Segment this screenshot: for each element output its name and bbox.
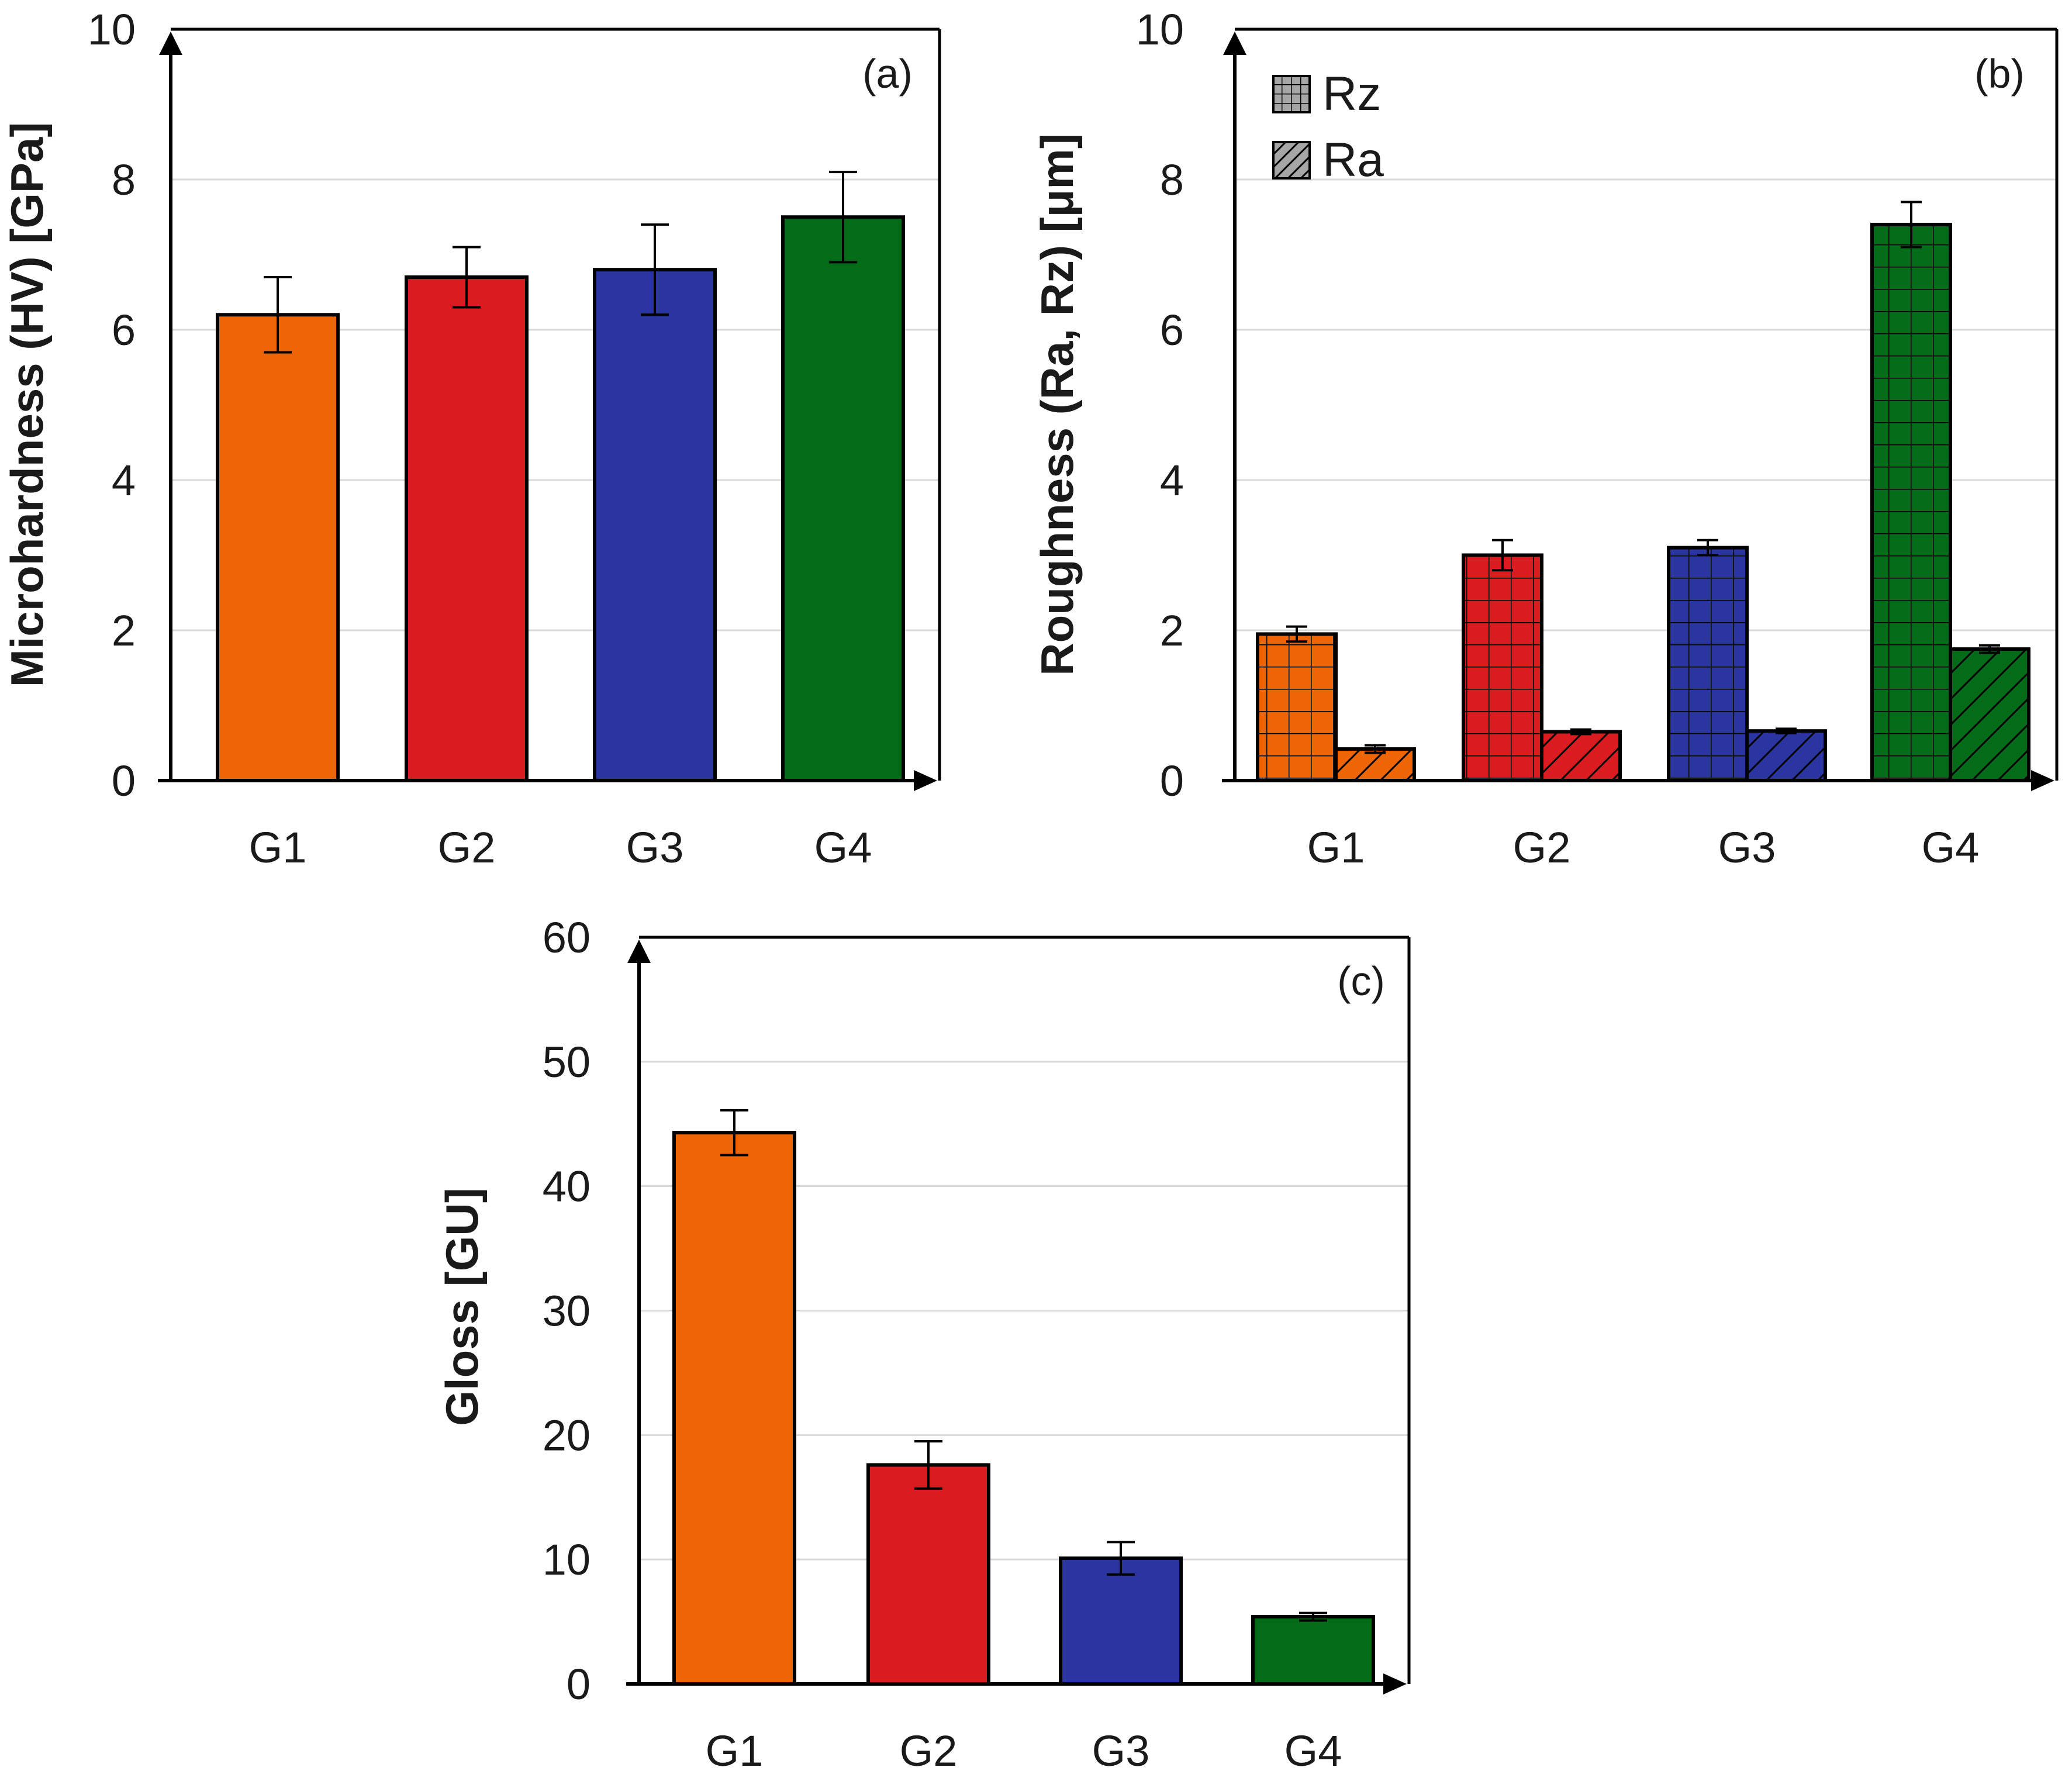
bar-a-g2	[405, 275, 529, 782]
error-bar	[914, 1440, 942, 1490]
error-bar	[264, 276, 292, 354]
error-bar	[1697, 539, 1718, 557]
bar-b-ra-g3	[1745, 729, 1827, 782]
bar-b-rz-g3	[1667, 546, 1749, 783]
x-tick-label: G2	[438, 823, 496, 872]
y-tick-label: 40	[543, 1162, 590, 1211]
y-tick-label: 2	[1160, 606, 1184, 655]
x-tick-label: G1	[1307, 823, 1365, 872]
bar-a-g1	[216, 313, 340, 782]
y-tick-label: 60	[543, 913, 590, 962]
y-tick-label: 6	[1160, 306, 1184, 354]
y-tick-label: 4	[112, 456, 136, 505]
panel-label: (c)	[1337, 958, 1385, 1004]
x-tick-label: G1	[706, 1727, 764, 1775]
legend-swatch-ra	[1272, 141, 1311, 180]
x-tick-label: G2	[900, 1727, 958, 1775]
y-tick-label: 10	[88, 5, 136, 54]
y-axis-arrow	[159, 32, 182, 55]
y-tick-label: 0	[567, 1660, 590, 1708]
bar-b-ra-g1	[1334, 747, 1416, 783]
y-tick-label: 50	[543, 1038, 590, 1086]
error-bar	[829, 171, 857, 264]
bar-b-rz-g2	[1462, 553, 1543, 782]
error-bar	[1299, 1611, 1327, 1622]
x-tick-label: G4	[1922, 823, 1980, 872]
x-tick-label: G2	[1513, 823, 1571, 872]
bar-b-rz-g4	[1870, 223, 1952, 783]
y-tick-label: 2	[112, 606, 136, 655]
y-tick-label: 10	[543, 1535, 590, 1584]
bar-b-ra-g4	[1949, 647, 2030, 782]
y-tick-label: 8	[112, 156, 136, 204]
panel-label: (b)	[1974, 51, 2025, 96]
y-tick-label: 10	[1136, 5, 1184, 54]
error-bar	[1286, 625, 1307, 643]
legend-label-ra: Ra	[1322, 133, 1384, 187]
y-tick-label: 6	[112, 306, 136, 354]
x-tick-label: G3	[1092, 1727, 1150, 1775]
y-axis-label: Roughness (Ra, Rz) [μm]	[1031, 133, 1083, 675]
x-tick-label: G4	[814, 823, 872, 872]
error-bar	[1901, 201, 1922, 248]
bar-b-rz-g1	[1256, 632, 1338, 783]
legend-swatch-rz	[1272, 75, 1311, 113]
error-bar	[1107, 1541, 1135, 1576]
panel-label: (a)	[862, 51, 913, 96]
error-bar	[1492, 539, 1513, 572]
bar-c-g1	[672, 1131, 796, 1686]
chart-roughness: 0 2 4 6 8 10 G1 G2 G3 G4 Roughness (Ra, Rz) [μm] (b…	[1031, 5, 2059, 872]
bar-a-g3	[593, 268, 717, 782]
bar-c-g2	[866, 1463, 990, 1686]
y-tick-label: 30	[543, 1287, 590, 1335]
y-axis-label: Microhardness (HV) [GPa]	[1, 122, 53, 688]
chart-microhardness: 0 2 4 6 8 10 G1 G2 G3 G4 Microhardness (HV) [GPa] (…	[1, 5, 941, 872]
y-tick-label: 8	[1160, 156, 1184, 204]
error-bar	[720, 1109, 748, 1157]
y-axis-label: Gloss [GU]	[436, 1188, 488, 1426]
y-tick-label: 4	[1160, 456, 1184, 505]
error-bar	[1365, 744, 1386, 754]
error-bar	[1570, 728, 1591, 736]
x-tick-label: G3	[1718, 823, 1776, 872]
chart-gloss: 0 10 20 30 40 50 60 G1 G2 G3 G4 Gloss [GU] (c)	[436, 913, 1411, 1775]
x-axis-arrow	[1383, 1673, 1407, 1694]
x-tick-label: G3	[626, 823, 684, 872]
error-bar	[641, 223, 669, 316]
x-tick-label: G4	[1284, 1727, 1342, 1775]
error-bar	[1979, 644, 2000, 654]
legend: Rz Ra	[1272, 67, 1384, 187]
error-bar	[1776, 727, 1797, 735]
legend-label-rz: Rz	[1322, 67, 1381, 120]
bar-b-ra-g2	[1540, 730, 1622, 782]
bar-c-g4	[1251, 1615, 1375, 1686]
x-axis-arrow	[2031, 770, 2054, 791]
y-axis-arrow	[1223, 32, 1246, 55]
error-bar	[453, 246, 481, 309]
x-axis-arrow	[914, 770, 937, 791]
bar-c-g3	[1059, 1556, 1183, 1686]
y-tick-label: 20	[543, 1411, 590, 1459]
y-tick-label: 0	[1160, 757, 1184, 805]
y-axis-arrow	[627, 940, 651, 963]
bar-a-g4	[781, 215, 905, 782]
x-tick-label: G1	[249, 823, 307, 872]
y-tick-label: 0	[112, 757, 136, 805]
